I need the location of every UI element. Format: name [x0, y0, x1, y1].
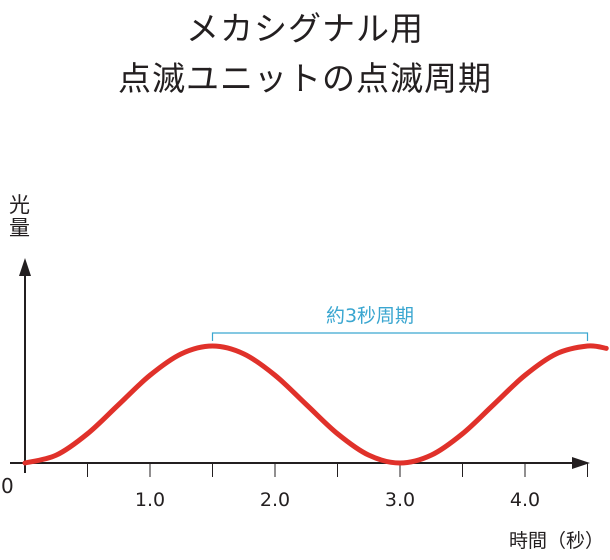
series-line: [22, 343, 609, 466]
y-axis-arrowhead: [19, 258, 31, 276]
x-tick-label: 4.0: [510, 489, 540, 511]
y-axis-label-char-2: 量: [9, 216, 30, 240]
chart-title-line-1: メカシグナル用: [186, 9, 424, 48]
chart-title-line-2: 点滅ユニットの点滅周期: [118, 59, 492, 98]
y-axis-label-char-1: 光: [9, 193, 30, 217]
x-tick-label: 3.0: [385, 489, 415, 511]
x-tick-label: 2.0: [260, 489, 290, 511]
period-bracket: [211, 332, 589, 341]
x-axis-arrowhead: [572, 457, 590, 469]
origin-label: 0: [1, 474, 14, 498]
x-tick-label: 1.0: [135, 489, 165, 511]
x-axis-label: 時間（秒）: [509, 530, 604, 552]
period-annotation-label: 約3秒周期: [326, 305, 414, 327]
